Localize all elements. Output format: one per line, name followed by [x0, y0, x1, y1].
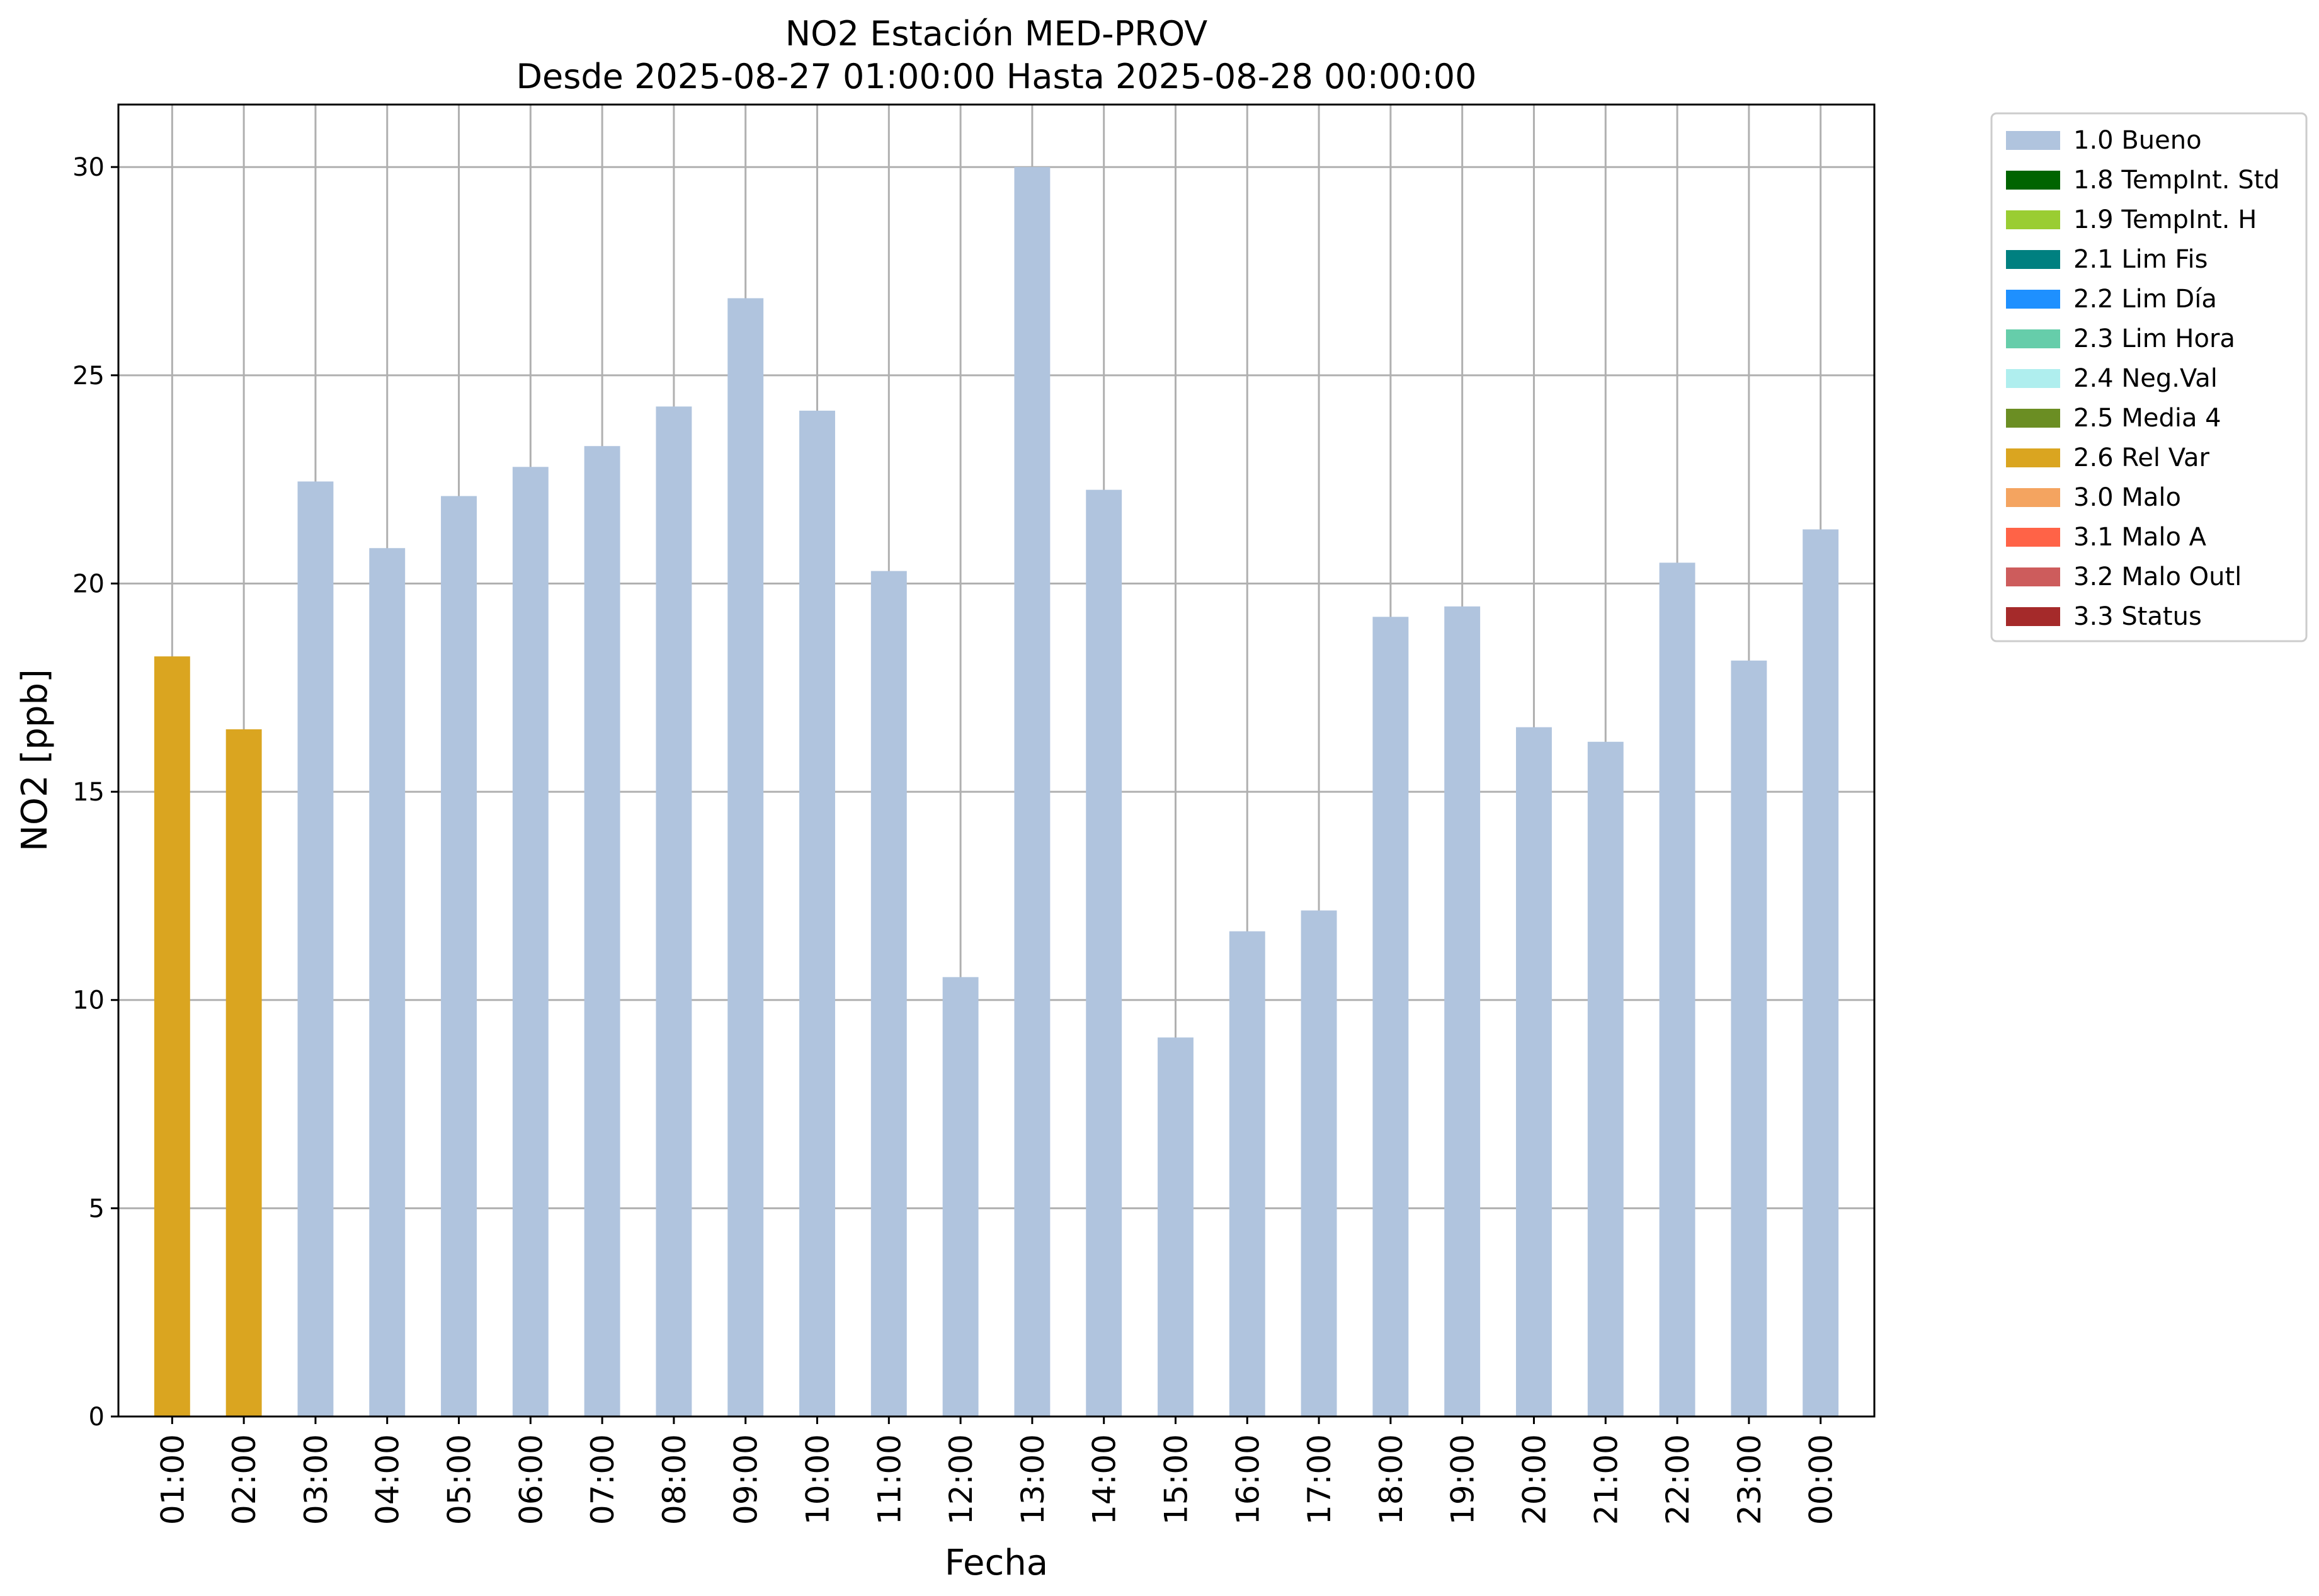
x-tick-label: 00:00: [1803, 1434, 1840, 1525]
x-tick-label: 19:00: [1445, 1434, 1481, 1525]
legend-swatch: [2006, 250, 2060, 269]
chart-subtitle: Desde 2025-08-27 01:00:00 Hasta 2025-08-…: [516, 57, 1476, 96]
x-axis: 01:00 02:00 03:00 04:00 05:00 06:00 07:00 08:00…: [154, 1416, 1840, 1525]
x-tick-label: 22:00: [1660, 1434, 1696, 1525]
x-tick-label: 03:00: [298, 1434, 334, 1525]
bar-17:00: [1301, 910, 1337, 1416]
legend: 1.0 Bueno 1.8 TempInt. Std 1.9 TempInt. H 2…: [1990, 112, 2308, 642]
bar-13:00: [1014, 167, 1051, 1417]
legend-label: 1.0 Bueno: [2073, 126, 2202, 155]
bar-01:00: [154, 656, 190, 1416]
x-tick-label: 07:00: [584, 1434, 621, 1525]
x-tick-label: 23:00: [1731, 1434, 1768, 1525]
bar-11:00: [870, 571, 907, 1416]
x-tick-label: 11:00: [871, 1434, 908, 1525]
x-tick-label: 17:00: [1301, 1434, 1338, 1525]
legend-swatch: [2006, 448, 2060, 467]
y-tick-label: 15: [72, 778, 105, 807]
legend-label: 1.8 TempInt. Std: [2073, 166, 2280, 195]
x-tick-label: 09:00: [728, 1434, 765, 1525]
x-tick-label: 05:00: [442, 1434, 478, 1525]
legend-swatch: [2006, 528, 2060, 547]
y-tick-label: 10: [72, 986, 105, 1015]
bar-20:00: [1516, 727, 1552, 1416]
x-tick-label: 02:00: [226, 1434, 263, 1525]
bar-18:00: [1372, 617, 1409, 1417]
bars: [154, 167, 1839, 1417]
bar-21:00: [1587, 741, 1624, 1416]
legend-swatch: [2006, 369, 2060, 388]
legend-label: 2.2 Lim Día: [2073, 285, 2217, 314]
x-tick-label: 04:00: [370, 1434, 406, 1525]
legend-label: 3.3 Status: [2073, 602, 2202, 631]
x-tick-label: 16:00: [1229, 1434, 1266, 1525]
bar-07:00: [584, 446, 620, 1417]
bar-16:00: [1229, 931, 1265, 1416]
x-tick-label: 13:00: [1015, 1434, 1051, 1525]
legend-label: 2.1 Lim Fis: [2073, 245, 2208, 274]
bar-12:00: [942, 977, 979, 1416]
legend-label: 2.4 Neg.Val: [2073, 364, 2218, 393]
legend-label: 1.9 TempInt. H: [2073, 205, 2257, 234]
y-tick-label: 25: [72, 362, 105, 390]
legend-swatch: [2006, 171, 2060, 190]
legend-swatch: [2006, 607, 2060, 626]
bar-19:00: [1444, 606, 1481, 1417]
legend-label: 2.3 Lim Hora: [2073, 324, 2235, 353]
legend-frame: [1990, 112, 2308, 642]
x-tick-label: 06:00: [513, 1434, 549, 1525]
bar-14:00: [1086, 489, 1122, 1417]
x-axis-label: Fecha: [945, 1542, 1048, 1583]
bar-22:00: [1659, 562, 1695, 1416]
chart-title: NO2 Estación MED-PROV: [785, 14, 1207, 54]
bar-15:00: [1158, 1037, 1194, 1416]
y-tick-label: 0: [89, 1403, 105, 1432]
legend-swatch: [2006, 290, 2060, 309]
bar-00:00: [1803, 529, 1839, 1416]
x-tick-label: 08:00: [656, 1434, 693, 1525]
legend-label: 3.0 Malo: [2073, 483, 2181, 512]
plot-frame: [117, 103, 1876, 1418]
legend-swatch: [2006, 567, 2060, 586]
bar-03:00: [297, 481, 334, 1416]
legend-swatch: [2006, 329, 2060, 348]
legend-label: 3.2 Malo Outl: [2073, 562, 2242, 591]
bar-08:00: [656, 406, 692, 1416]
y-tick-label: 30: [72, 153, 105, 182]
legend-label: 3.1 Malo A: [2073, 523, 2207, 552]
legend-swatch: [2006, 210, 2060, 229]
y-tick-label: 5: [89, 1194, 105, 1223]
y-axis: 0 5 10 15 20 25 30: [72, 153, 118, 1432]
x-tick-label: 01:00: [154, 1434, 191, 1525]
bar-05:00: [441, 496, 477, 1416]
x-tick-label: 10:00: [800, 1434, 836, 1525]
legend-swatch: [2006, 409, 2060, 428]
x-tick-label: 12:00: [943, 1434, 979, 1525]
legend-label: 2.6 Rel Var: [2073, 443, 2210, 472]
x-tick-label: 18:00: [1373, 1434, 1410, 1525]
legend-swatch: [2006, 131, 2060, 150]
bar-23:00: [1731, 660, 1767, 1416]
bar-06:00: [512, 467, 549, 1417]
x-tick-label: 20:00: [1516, 1434, 1553, 1525]
bar-04:00: [369, 548, 406, 1416]
y-axis-label: NO2 [ppb]: [14, 669, 55, 852]
bar-10:00: [799, 411, 835, 1416]
x-tick-label: 15:00: [1158, 1434, 1194, 1525]
legend-label: 2.5 Media 4: [2073, 404, 2221, 433]
bar-09:00: [727, 298, 764, 1416]
y-tick-label: 20: [72, 569, 105, 598]
x-tick-label: 14:00: [1086, 1434, 1123, 1525]
legend-swatch: [2006, 488, 2060, 507]
x-tick-label: 21:00: [1588, 1434, 1624, 1525]
bar-02:00: [225, 729, 262, 1416]
